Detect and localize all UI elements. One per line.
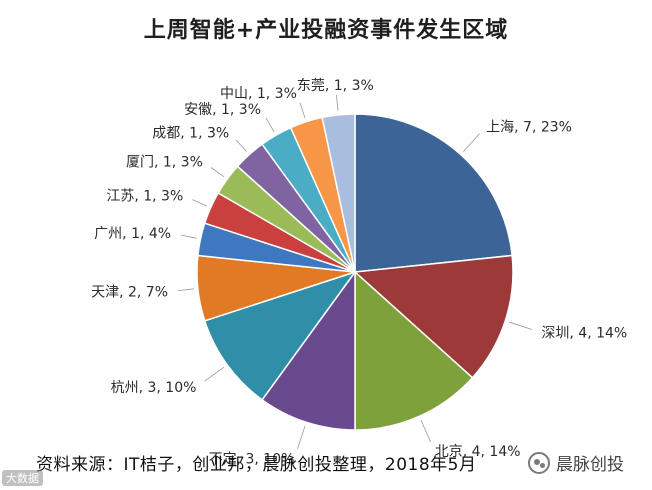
brand-name: 晨脉创投 — [556, 455, 624, 475]
leader-line-10 — [265, 117, 275, 132]
slice-label-8: 厦门, 1, 3% — [126, 154, 203, 170]
slice-label-7: 江苏, 1, 3% — [106, 189, 183, 205]
pie-slice-4 — [203, 270, 357, 401]
pie-slice-3 — [261, 269, 356, 431]
pie-slice-2 — [354, 270, 474, 431]
slice-label-6: 广州, 1, 4% — [94, 226, 171, 242]
leader-line-3 — [297, 425, 306, 450]
slice-label-1: 深圳, 4, 14% — [541, 326, 627, 342]
pie-slice-12 — [321, 113, 356, 273]
leader-line-2 — [420, 419, 432, 443]
pie-slice-0 — [354, 113, 513, 273]
wechat-icon — [528, 451, 550, 474]
source-note: 资料来源：IT桔子，创业邦，晨脉创投整理，2018年5月 — [36, 455, 477, 475]
leader-line-7 — [192, 199, 208, 207]
slice-label-11: 中山, 1, 3% — [220, 86, 297, 102]
slice-label-4: 杭州, 3, 10% — [111, 380, 197, 396]
watermark-left: 大数据 — [2, 470, 43, 486]
pie-slice-1 — [353, 254, 514, 379]
leader-line-1 — [508, 321, 533, 330]
leader-line-11 — [299, 102, 306, 119]
leader-line-6 — [180, 234, 197, 239]
leader-line-9 — [235, 139, 247, 152]
slice-label-5: 天津, 2, 7% — [91, 285, 168, 301]
brand-watermark: 晨脉创投 — [522, 448, 630, 477]
slice-label-0: 上海, 7, 23% — [486, 119, 572, 135]
slice-label-2: 北京, 4, 14% — [435, 444, 521, 460]
leader-line-4 — [204, 366, 225, 382]
slice-label-12: 东莞, 1, 3% — [297, 78, 374, 94]
leader-line-8 — [210, 167, 225, 178]
slice-label-3: 不定, 3, 10% — [209, 451, 295, 467]
chart-title: 上周智能+产业投融资事件发生区域 — [143, 18, 509, 43]
slice-label-10: 安徽, 1, 3% — [184, 102, 261, 118]
slice-label-9: 成都, 1, 3% — [152, 125, 229, 141]
leader-line-0 — [463, 133, 480, 152]
leader-line-12 — [335, 94, 339, 111]
leader-line-5 — [177, 288, 194, 292]
